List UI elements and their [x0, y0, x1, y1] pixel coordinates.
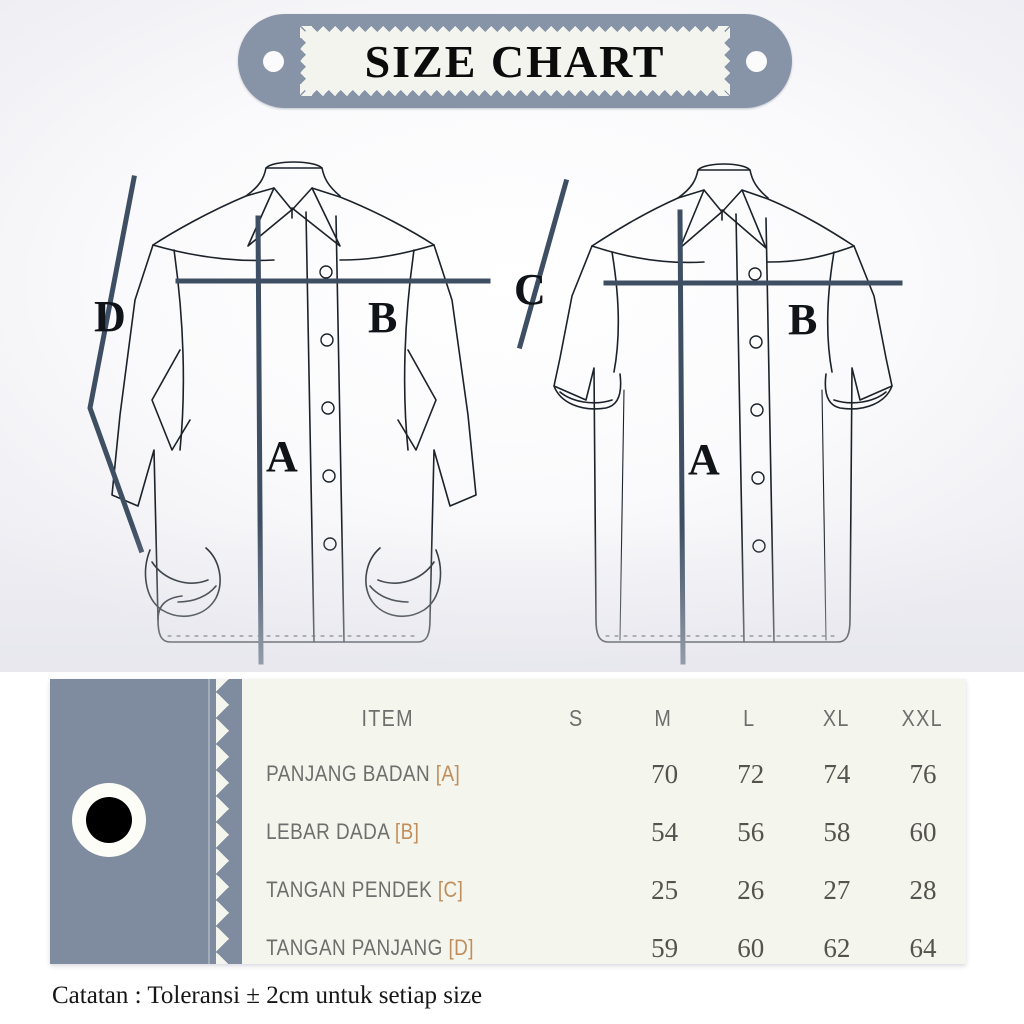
stub-divider-line — [208, 679, 210, 964]
zigzag-edge — [216, 679, 242, 964]
row-label-text: TANGAN PANJANG — [266, 935, 443, 960]
column-header-s: S — [569, 704, 584, 731]
column-header-m: M — [654, 704, 673, 731]
measure-label-a: A — [688, 435, 720, 484]
table-row: TANGAN PANJANG [D] 59 60 62 64 — [242, 921, 966, 975]
row-label-lebar-dada: LEBAR DADA [B] — [242, 819, 494, 845]
size-table-card: ITEM S M L XL XXL PANJANG BADAN [A] 70 7… — [50, 679, 966, 964]
cell-xxl: 64 — [909, 932, 937, 963]
table-row: PANJANG BADAN [A] 70 72 74 76 — [242, 747, 966, 801]
illustration-panel: SIZE CHART — [0, 0, 1024, 672]
measure-label-c: C — [514, 265, 546, 314]
row-code: [D] — [448, 935, 474, 960]
table-row: LEBAR DADA [B] 54 56 58 60 — [242, 805, 966, 859]
short-sleeve-shirt-illustration: C B A — [508, 150, 938, 670]
row-code: [A] — [435, 761, 461, 786]
cell-m: 59 — [651, 932, 679, 963]
page-title: SIZE CHART — [364, 35, 666, 87]
cell-xl: 74 — [823, 758, 851, 789]
cell-xxl: 76 — [909, 758, 937, 789]
row-label-text: TANGAN PENDEK — [266, 877, 433, 902]
tag-hole-right-icon — [746, 51, 767, 72]
title-plate — [300, 26, 730, 96]
cell-xl: 62 — [823, 932, 851, 963]
table-header-row: ITEM S M L XL XXL — [242, 691, 966, 745]
column-header-xl: XL — [822, 704, 850, 731]
cell-xxl: 28 — [909, 874, 937, 905]
row-label-text: PANJANG BADAN — [266, 761, 431, 786]
row-label-tangan-pendek: TANGAN PENDEK [C] — [242, 877, 494, 903]
cell-xxl: 60 — [909, 816, 937, 847]
row-label-panjang-badan: PANJANG BADAN [A] — [242, 761, 494, 787]
cell-l: 60 — [737, 932, 765, 963]
measure-line-d — [87, 175, 145, 554]
cell-xl: 58 — [823, 816, 851, 847]
measure-label-b: B — [368, 293, 398, 342]
cell-xl: 27 — [823, 874, 851, 905]
long-sleeve-shirt-illustration: D B A — [78, 150, 508, 670]
cell-l: 56 — [737, 816, 765, 847]
tolerance-note: Catatan : Toleransi ± 2cm untuk setiap s… — [52, 982, 483, 1009]
row-code: [B] — [394, 819, 420, 844]
eyelet-icon — [72, 783, 146, 857]
measure-line-a — [255, 215, 264, 665]
column-header-l: L — [743, 704, 756, 731]
cell-l: 72 — [737, 758, 765, 789]
cell-m: 25 — [651, 874, 679, 905]
cell-m: 70 — [651, 758, 679, 789]
column-header-xxl: XXL — [902, 704, 944, 731]
measure-label-a: A — [266, 432, 298, 481]
row-label-tangan-panjang: TANGAN PANJANG [D] — [242, 935, 494, 961]
row-code: [C] — [437, 877, 464, 902]
measure-line-c — [516, 178, 570, 350]
tag-hole-left-icon — [263, 51, 284, 72]
measure-label-d: D — [94, 292, 126, 341]
table-row: TANGAN PENDEK [C] 25 26 27 28 — [242, 863, 966, 917]
eyelet-hole-icon — [86, 797, 132, 843]
cell-l: 26 — [737, 874, 765, 905]
row-label-text: LEBAR DADA — [266, 819, 390, 844]
measure-label-b: B — [788, 295, 818, 344]
size-table: ITEM S M L XL XXL PANJANG BADAN [A] 70 7… — [242, 679, 966, 964]
cell-m: 54 — [651, 816, 679, 847]
header-tag: SIZE CHART — [238, 14, 792, 108]
measure-line-a — [677, 209, 686, 665]
tag-stub — [50, 679, 216, 964]
column-header-item: ITEM — [361, 704, 414, 731]
